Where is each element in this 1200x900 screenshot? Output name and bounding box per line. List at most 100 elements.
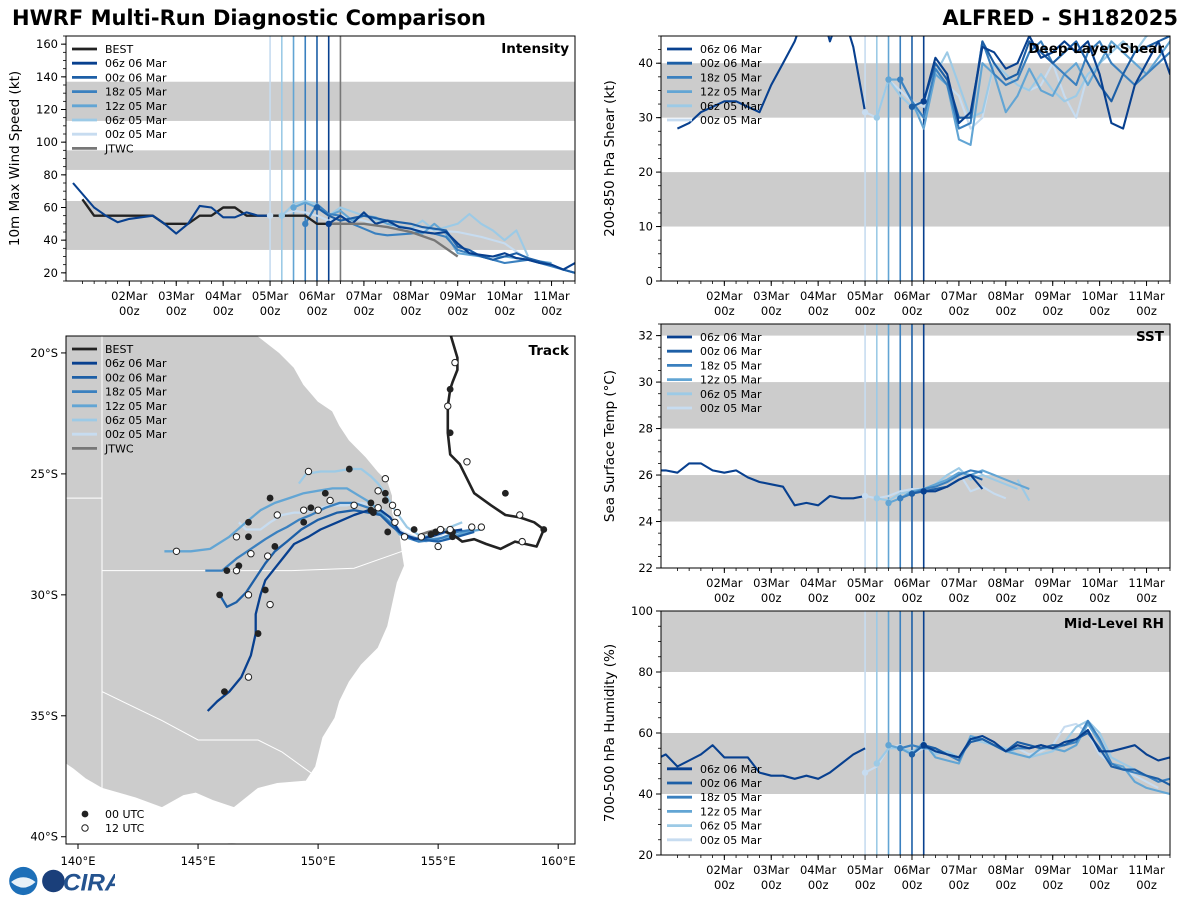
rh-ytick-label: 40 bbox=[638, 787, 653, 801]
track-marker-12utc bbox=[446, 525, 454, 534]
intensity-ytick-label: 160 bbox=[36, 37, 58, 51]
shear-xtick-label: 02Mar bbox=[706, 289, 743, 303]
intensity-ytick-label: 40 bbox=[43, 233, 58, 247]
shear-series-line bbox=[899, 40, 1170, 130]
intensity-xtick-sublabel: 00z bbox=[354, 304, 375, 318]
rh-series-line bbox=[661, 744, 866, 780]
sst-ylabel: Sea Surface Temp (°C) bbox=[602, 370, 618, 522]
track-marker-12utc bbox=[516, 511, 524, 519]
shear-legend-label: 06z 05 Mar bbox=[700, 100, 762, 113]
track-marker-12utc bbox=[244, 591, 253, 599]
sst-series-line bbox=[876, 467, 1018, 502]
sst-ytick-label: 22 bbox=[638, 561, 653, 575]
track-marker-12utc bbox=[299, 506, 308, 514]
rh-start-point bbox=[920, 742, 927, 749]
sst-xtick-sublabel: 00z bbox=[808, 591, 829, 605]
rh-xtick-label: 08Mar bbox=[988, 863, 1025, 877]
intensity-title: Intensity bbox=[501, 41, 569, 57]
intensity-legend-label: BEST bbox=[105, 43, 133, 56]
shear-xtick-label: 03Mar bbox=[753, 289, 790, 303]
shear-xtick-sublabel: 00z bbox=[761, 304, 782, 318]
track-legend-label: 18z 05 Mar bbox=[105, 386, 167, 399]
track-marker-12utc bbox=[266, 600, 274, 609]
track-marker-12utc bbox=[350, 501, 358, 510]
intensity-ytick-label: 20 bbox=[43, 266, 58, 280]
rh-xtick-sublabel: 00z bbox=[949, 878, 970, 892]
track-marker-12utc bbox=[468, 523, 476, 531]
rh-band-0 bbox=[661, 733, 1170, 794]
sst-xtick-sublabel: 00z bbox=[1042, 591, 1063, 605]
intensity-xtick-label: 11Mar bbox=[533, 289, 570, 303]
track-marker-00utc bbox=[223, 567, 231, 575]
track-marker-12utc bbox=[393, 508, 402, 517]
shear-ytick-label: 20 bbox=[638, 165, 653, 179]
sst-legend-label: 18z 05 Mar bbox=[700, 359, 762, 372]
track-marker-00utc bbox=[367, 499, 375, 507]
intensity-xtick-label: 09Mar bbox=[440, 289, 477, 303]
storm-name: ALFRED - SH182025 bbox=[942, 6, 1178, 30]
cira-wordmark: CIRA bbox=[63, 869, 115, 896]
shear-ytick-label: 10 bbox=[638, 220, 653, 234]
sst-xtick-label: 04Mar bbox=[800, 576, 837, 590]
track-marker-12utc bbox=[232, 533, 241, 541]
sst-xtick-sublabel: 00z bbox=[1136, 591, 1157, 605]
track-frame bbox=[65, 335, 576, 845]
intensity-xtick-label: 02Mar bbox=[111, 289, 148, 303]
intensity-xtick-sublabel: 00z bbox=[400, 304, 421, 318]
cira-globe-icon bbox=[42, 869, 65, 893]
intensity-start-point bbox=[302, 220, 309, 228]
track-marker-00utc bbox=[381, 497, 389, 504]
sst-xtick-label: 10Mar bbox=[1081, 576, 1118, 590]
sst-xtick-label: 09Mar bbox=[1035, 576, 1072, 590]
track-marker-00utc bbox=[254, 630, 262, 637]
sst-chart: 22242628303202Mar00z03Mar00z04Mar00z05Ma… bbox=[602, 323, 1171, 605]
track-marker-00utc bbox=[446, 385, 454, 393]
intensity-legend-label: 18z 05 Mar bbox=[105, 86, 167, 99]
rh-xtick-label: 09Mar bbox=[1035, 863, 1072, 877]
track-marker-12utc bbox=[436, 525, 445, 534]
state-border bbox=[101, 498, 403, 572]
marker-legend-12utc-symbol bbox=[81, 824, 89, 832]
rh-xtick-sublabel: 00z bbox=[995, 878, 1016, 892]
intensity-xtick-label: 05Mar bbox=[252, 289, 289, 303]
sst-frame bbox=[660, 323, 1171, 569]
rh-xtick-label: 03Mar bbox=[753, 863, 790, 877]
intensity-legend-label: 06z 06 Mar bbox=[105, 57, 167, 70]
track-ytick-label: 35°S bbox=[30, 709, 58, 723]
track-marker-00utc bbox=[410, 526, 418, 533]
rh-start-point bbox=[861, 769, 869, 776]
shear-title: Deep-Layer Shear bbox=[1028, 41, 1164, 57]
sst-legend-label: 12z 05 Mar bbox=[700, 374, 762, 387]
intensity-legend-label: JTWC bbox=[104, 142, 134, 155]
shear-xtick-sublabel: 00z bbox=[714, 304, 735, 318]
intensity-ytick-label: 60 bbox=[43, 201, 58, 215]
shear-band-0 bbox=[661, 172, 1170, 227]
shear-legend-label: 18z 05 Mar bbox=[700, 71, 762, 84]
intensity-series-group bbox=[72, 182, 575, 274]
rh-xtick-label: 04Mar bbox=[800, 863, 837, 877]
sst-xtick-sublabel: 00z bbox=[1089, 591, 1110, 605]
shear-legend-label: 12z 05 Mar bbox=[700, 86, 762, 99]
sst-series-line bbox=[923, 473, 984, 493]
intensity-legend-label: 00z 05 Mar bbox=[105, 128, 167, 141]
rh-start-point bbox=[908, 751, 916, 758]
track-xtick-label: 150°E bbox=[301, 854, 336, 868]
sst-xtick-sublabel: 00z bbox=[761, 591, 782, 605]
intensity-xtick-label: 10Mar bbox=[486, 289, 523, 303]
shear-xtick-label: 10Mar bbox=[1081, 289, 1118, 303]
marker-legend-12utc-label: 12 UTC bbox=[105, 822, 145, 835]
sst-xtick-label: 07Mar bbox=[941, 576, 978, 590]
shear-ytick-label: 40 bbox=[638, 56, 653, 70]
track-marker-00utc bbox=[381, 489, 389, 497]
shear-xtick-label: 04Mar bbox=[800, 289, 837, 303]
track-ytick-label: 40°S bbox=[30, 830, 58, 844]
rh-ytick-label: 60 bbox=[638, 726, 653, 740]
track-marker-00utc bbox=[216, 591, 224, 599]
track-marker-12utc bbox=[434, 542, 442, 551]
intensity-xtick-label: 08Mar bbox=[393, 289, 430, 303]
track-marker-00utc bbox=[446, 429, 454, 437]
